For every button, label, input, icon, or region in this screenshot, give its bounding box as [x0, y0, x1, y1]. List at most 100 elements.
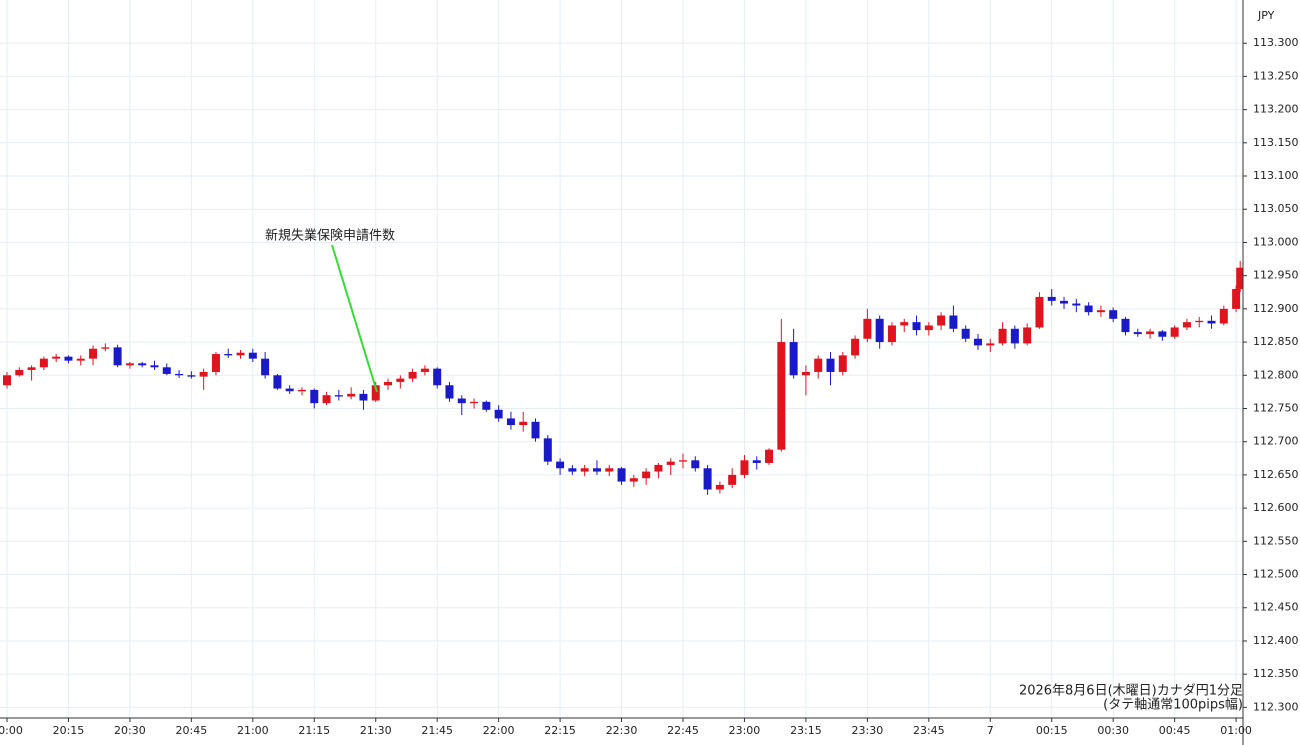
candle-body [752, 460, 761, 463]
y-tick-label: 112.500 [1253, 568, 1299, 581]
x-tick-label: 01:00 [1220, 724, 1252, 737]
candle-body [1109, 310, 1118, 319]
candle-body [150, 365, 159, 368]
candle-body [236, 352, 245, 356]
candle-body [39, 358, 48, 368]
x-tick-label: 22:15 [544, 724, 576, 737]
candle-body [740, 460, 749, 475]
y-tick-label: 112.950 [1253, 269, 1299, 282]
candle-body [666, 461, 675, 465]
y-tick-label: 112.300 [1253, 700, 1299, 713]
candle-body [1236, 267, 1243, 289]
candle-body [801, 371, 810, 376]
candle-body [1047, 296, 1056, 301]
candle-body [949, 315, 958, 329]
y-tick-label: 113.150 [1253, 136, 1299, 149]
y-tick-label: 112.450 [1253, 601, 1299, 614]
candle-body [961, 328, 970, 339]
candle-body [924, 325, 933, 331]
candle-body [1023, 327, 1032, 344]
x-tick-label: 20:00 [0, 724, 23, 737]
x-tick-label: 23:45 [913, 724, 945, 737]
y-tick-label: 112.600 [1253, 501, 1299, 514]
candle-body [654, 464, 663, 472]
candle-body [1035, 296, 1044, 328]
candle-body [396, 378, 405, 382]
candle-body [371, 385, 380, 401]
candle-body [1146, 331, 1155, 335]
candle-body [211, 354, 220, 372]
y-tick-label: 113.100 [1253, 169, 1299, 182]
candle-body [27, 367, 36, 370]
candle-body [679, 460, 688, 462]
candle-body [998, 328, 1007, 344]
y-tick-label: 112.700 [1253, 435, 1299, 448]
candle-body [1207, 320, 1216, 324]
candle-body [175, 373, 184, 376]
candles [3, 261, 1243, 495]
y-tick-label: 113.300 [1253, 36, 1299, 49]
candle-body [887, 325, 896, 343]
candle-body [408, 371, 417, 379]
candle-body [1232, 288, 1241, 309]
candle-body [1182, 322, 1191, 328]
candle-body [482, 401, 491, 410]
x-tick-label: 21:30 [360, 724, 392, 737]
candle-body [470, 401, 479, 404]
y-axis-label: JPY [1257, 9, 1275, 22]
candle-body [777, 342, 786, 450]
candle-body [912, 322, 921, 331]
candle-body [359, 393, 368, 401]
candle-body [162, 367, 171, 374]
x-tick-label: 21:15 [298, 724, 330, 737]
y-tick-label: 113.050 [1253, 202, 1299, 215]
candle-body [224, 354, 233, 356]
grid [0, 0, 1243, 718]
candle-body [691, 460, 700, 469]
x-tick-label: 22:45 [667, 724, 699, 737]
caption: 2026年8月6日(木曜日)カナダ円1分足 [1019, 684, 1243, 699]
annotation-line [331, 244, 378, 393]
x-tick-label: 20:30 [114, 724, 146, 737]
x-tick-label: 21:00 [237, 724, 269, 737]
candle-body [76, 358, 85, 361]
x-tick-label: 00:30 [1097, 724, 1129, 737]
x-tick-label: 23:00 [729, 724, 761, 737]
candle-body [728, 474, 737, 485]
y-tick-label: 113.200 [1253, 103, 1299, 116]
candle-body [851, 338, 860, 356]
candle-body [334, 395, 343, 397]
candle-body [285, 388, 294, 392]
candle-body [703, 468, 712, 490]
annotation: 新規失業保険申請件数 [265, 228, 395, 244]
candle-body [445, 385, 454, 399]
y-tick-label: 112.900 [1253, 302, 1299, 315]
candle-body [617, 468, 626, 482]
candle-body [322, 395, 331, 404]
candle-body [765, 449, 774, 463]
candle-body [531, 421, 540, 439]
y-tick-label: 112.750 [1253, 401, 1299, 414]
candle-body [580, 468, 589, 472]
x-tick-label: 21:45 [421, 724, 453, 737]
candle-body [1072, 303, 1081, 306]
candle-body [506, 418, 515, 426]
candle-body [457, 398, 466, 404]
candle-body [347, 393, 356, 397]
candle-body [297, 389, 306, 392]
candle-body [384, 381, 393, 386]
x-tick-label: 22:00 [483, 724, 515, 737]
candle-body [113, 347, 122, 366]
candle-body [64, 356, 73, 361]
x-tick-label: 22:30 [606, 724, 638, 737]
candle-body [15, 369, 24, 376]
candle-body [420, 368, 429, 372]
candle-body [1121, 318, 1130, 333]
candle-body [937, 315, 946, 326]
candle-body [838, 355, 847, 372]
candle-body [1010, 328, 1019, 344]
candle-body [89, 348, 98, 359]
candle-body [1084, 305, 1093, 313]
